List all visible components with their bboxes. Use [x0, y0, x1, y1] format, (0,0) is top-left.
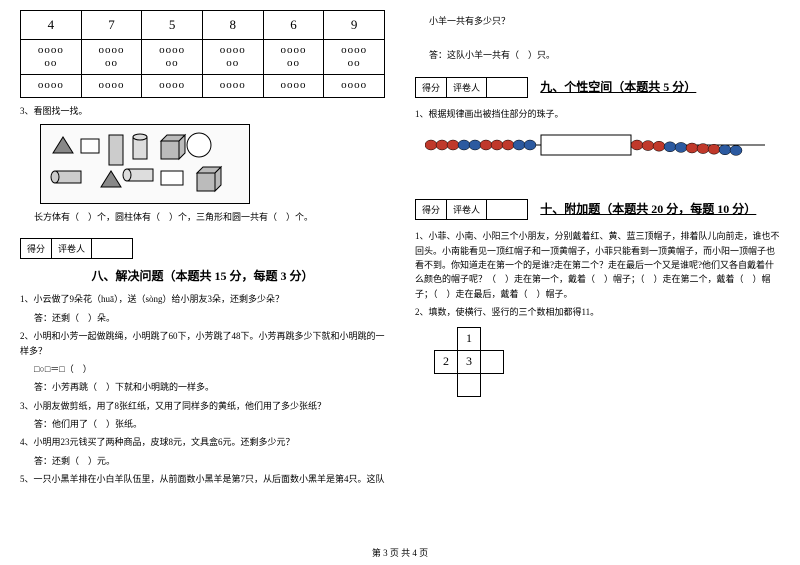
score-blank — [487, 78, 527, 97]
s8-q5: 5、一只小黑羊排在小白羊队伍里，从前面数小黑羊是第7只，从后面数小黑羊是第4只。… — [20, 472, 385, 486]
q3-text: 长方体有（ ）个，圆柱体有（ ）个，三角形和圆一共有（ ）个。 — [20, 210, 385, 224]
cell-left: 2 — [434, 350, 458, 374]
s8-a3: 答：他们用了（ ）张纸。 — [20, 417, 385, 431]
score-blank — [487, 200, 527, 219]
cell: oooo — [202, 75, 263, 97]
grader-label: 评卷人 — [447, 200, 487, 219]
s8-a4: 答：还剩（ ）元。 — [20, 454, 385, 468]
th: 4 — [21, 11, 82, 40]
cell-bottom — [457, 373, 481, 397]
s8-eq2: □○□＝□（ ） — [20, 362, 385, 376]
section9-title: 九、个性空间（本题共 5 分） — [540, 78, 696, 95]
s8-a2: 答：小芳再跳（ ）下就和小明跳的一样多。 — [20, 380, 385, 394]
section8-title: 八、解决问题（本题共 15 分，每题 3 分） — [20, 267, 385, 284]
cell-blank — [480, 327, 504, 351]
grader-label: 评卷人 — [52, 239, 92, 258]
cell-blank — [434, 327, 458, 351]
cell: oooooo — [263, 40, 324, 75]
number-table: 4 7 5 8 6 9 oooooo oooooo oooooo oooooo … — [20, 10, 385, 98]
beads-figure — [425, 127, 765, 163]
beads-svg — [425, 127, 765, 163]
score-blank — [92, 239, 132, 258]
cell-blank — [434, 373, 458, 397]
s10-q1: 1、小菲、小南、小阳三个小朋友，分别戴着红、黄、蓝三顶帽子，排着队儿向前走，谁也… — [415, 229, 780, 301]
left-column: 4 7 5 8 6 9 oooooo oooooo oooooo oooooo … — [20, 10, 385, 491]
s8-q3: 3、小朋友做剪纸，用了8张红纸，又用了同样多的黄纸，他们用了多少张纸？ — [20, 399, 385, 413]
th: 6 — [263, 11, 324, 40]
s8-q1: 1、小云做了9朵花（huā），送（sòng）给小朋友3朵，还剩多少朵？ — [20, 292, 385, 306]
q3-title: 3、看图找一找。 — [20, 104, 385, 118]
s8-q4: 4、小明用23元钱买了两种商品，皮球8元，文具盒6元。还剩多少元？ — [20, 435, 385, 449]
cell-top: 1 — [457, 327, 481, 351]
cell-mid: 3 — [457, 350, 481, 374]
cell: oooo — [81, 75, 142, 97]
right-column: 小羊一共有多少只？ 答：这队小羊一共有（ ）只。 得分 评卷人 九、个性空间（本… — [415, 10, 780, 491]
cross-grid: 1 2 3 — [435, 328, 780, 397]
cell: oooo — [142, 75, 203, 97]
cell: oooooo — [142, 40, 203, 75]
s8-q2: 2、小明和小芳一起做跳绳，小明跳了60下，小芳跳了48下。小芳再跳多少下就和小明… — [20, 329, 385, 358]
cell: oooo — [21, 75, 82, 97]
score-box-10: 得分 评卷人 — [415, 199, 528, 220]
score-label: 得分 — [21, 239, 52, 258]
score-label: 得分 — [416, 78, 447, 97]
cell-blank — [480, 373, 504, 397]
grader-label: 评卷人 — [447, 78, 487, 97]
cell: oooooo — [21, 40, 82, 75]
th: 8 — [202, 11, 263, 40]
cell: oooooo — [202, 40, 263, 75]
s9-q1: 1、根据规律画出被挡住部分的珠子。 — [415, 107, 780, 121]
cell: oooo — [324, 75, 385, 97]
section10-title: 十、附加题（本题共 20 分，每题 10 分） — [540, 200, 756, 217]
score-box: 得分 评卷人 — [20, 238, 133, 259]
cell: oooo — [263, 75, 324, 97]
score-box-9: 得分 评卷人 — [415, 77, 528, 98]
cell: oooooo — [81, 40, 142, 75]
cell: oooooo — [324, 40, 385, 75]
cell-right — [480, 350, 504, 374]
s8-a1: 答：还剩（ ）朵。 — [20, 311, 385, 325]
score-label: 得分 — [416, 200, 447, 219]
th: 7 — [81, 11, 142, 40]
s10-q2: 2、填数，使横行、竖行的三个数相加都得11。 — [415, 305, 780, 319]
th: 5 — [142, 11, 203, 40]
s8-a5: 答：这队小羊一共有（ ）只。 — [415, 48, 780, 62]
page-footer: 第 3 页 共 4 页 — [0, 546, 800, 559]
shapes-svg — [41, 125, 251, 205]
s8-q5-cont: 小羊一共有多少只？ — [415, 14, 780, 28]
th: 9 — [324, 11, 385, 40]
shapes-figure — [40, 124, 250, 204]
